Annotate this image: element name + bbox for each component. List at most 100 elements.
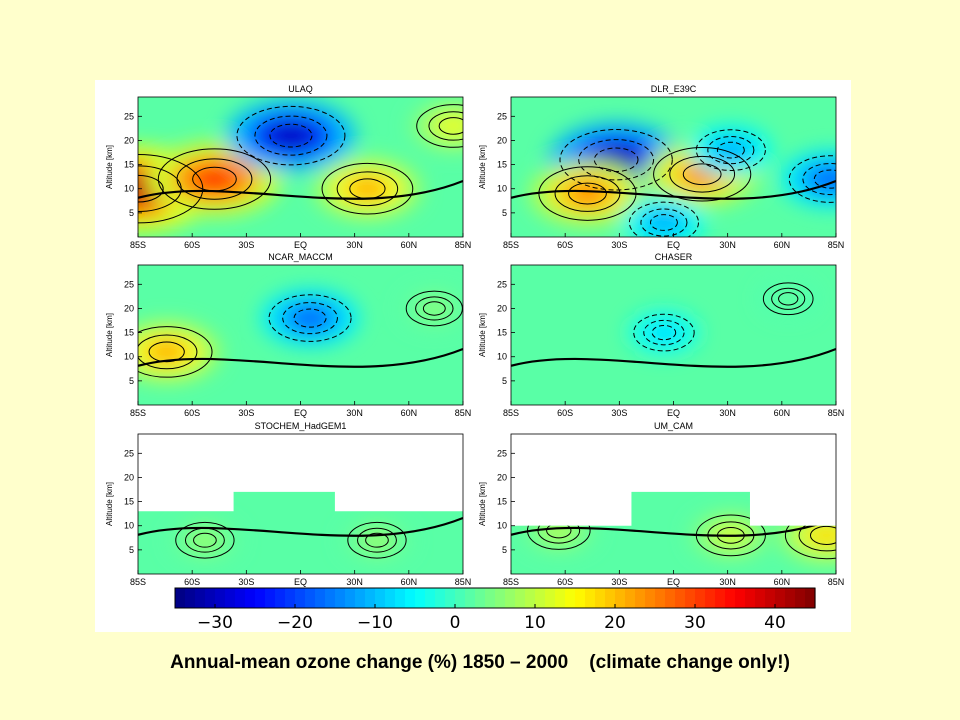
- y-tick-label: 5: [502, 376, 507, 386]
- caption-main: Annual-mean ozone change (%) 1850 – 2000: [170, 652, 569, 673]
- colorbar-tick-label: 40: [764, 613, 786, 632]
- colorbar-cell: [755, 588, 766, 608]
- x-tick-label: 30S: [238, 577, 254, 587]
- colorbar-cell: [345, 588, 356, 608]
- x-tick-label: 60N: [401, 240, 418, 250]
- y-tick-label: 25: [124, 448, 134, 458]
- y-tick-label: 10: [497, 521, 507, 531]
- contour-line: [716, 141, 745, 159]
- x-tick-label: EQ: [667, 408, 680, 418]
- chart-panel: UM_CAM 5 10 15 20 25 Altitude [km] 85S 60S 30S EQ 3…: [478, 421, 845, 587]
- y-axis-label: Altitude [km]: [105, 145, 114, 189]
- x-tick-label: 60S: [557, 240, 573, 250]
- y-tick-label: 20: [124, 472, 134, 482]
- x-tick-label: 85N: [455, 240, 472, 250]
- y-tick-label: 20: [124, 135, 134, 145]
- colorbar-cell: [765, 588, 776, 608]
- colorbar-cell: [635, 588, 646, 608]
- colorbar-cell: [205, 588, 216, 608]
- contour-line: [653, 146, 752, 202]
- y-tick-label: 20: [497, 135, 507, 145]
- colorbar-cell: [595, 588, 606, 608]
- y-tick-label: 5: [129, 208, 134, 218]
- y-tick-label: 15: [497, 160, 507, 170]
- colorbar-cell: [415, 588, 426, 608]
- ozone-field: [138, 491, 463, 574]
- y-tick-label: 10: [124, 521, 134, 531]
- colorbar-cell: [665, 588, 676, 608]
- y-axis-label: Altitude [km]: [478, 482, 487, 526]
- contour-line: [321, 162, 414, 215]
- contour-line: [175, 521, 235, 559]
- colorbar-frame: [174, 587, 816, 609]
- chart-panel: DLR_E39C 5 10 15 20 25 Altitude [km] 85S 60S 30S E…: [478, 84, 844, 250]
- y-tick-label: 10: [124, 184, 134, 194]
- contour-line: [707, 136, 755, 165]
- x-tick-label: 85N: [828, 408, 845, 418]
- contour-line: [428, 111, 463, 141]
- contour-line: [282, 302, 338, 335]
- panel-title: ULAQ: [288, 84, 313, 94]
- contour-line: [405, 290, 463, 327]
- colorbar-cell: [375, 588, 386, 608]
- colorbar-cell: [655, 588, 666, 608]
- ozone-anomaly: [422, 300, 447, 317]
- x-tick-label: 85N: [455, 577, 472, 587]
- contour-line: [415, 296, 454, 321]
- colorbar-cell: [425, 588, 436, 608]
- contour-line: [347, 521, 407, 559]
- contour-line: [193, 532, 217, 548]
- x-tick-label: 60N: [401, 577, 418, 587]
- x-tick-label: 60N: [774, 408, 791, 418]
- y-tick-label: 15: [124, 497, 134, 507]
- contour-line: [236, 105, 346, 166]
- figure-svg: ULAQ 5 10 15 20 25 Altitude [km] 85S 60S 30S EQ 30N…: [105, 84, 845, 632]
- colorbar-cell: [785, 588, 796, 608]
- contour-line: [778, 292, 799, 306]
- colorbar-cell: [545, 588, 556, 608]
- x-tick-label: EQ: [667, 577, 680, 587]
- contour-line: [269, 123, 313, 148]
- zero-contour: [511, 179, 836, 200]
- zero-contour: [138, 347, 463, 368]
- contour-line: [365, 532, 389, 548]
- x-tick-label: 85S: [130, 408, 146, 418]
- contour-line: [336, 171, 399, 207]
- x-tick-label: 60N: [774, 577, 791, 587]
- contour-line: [422, 301, 446, 316]
- ozone-anomaly: [777, 291, 799, 306]
- colorbar-cell: [235, 588, 246, 608]
- contour-line: [643, 319, 685, 346]
- contour-line: [762, 282, 814, 316]
- colorbar-cell: [175, 588, 186, 608]
- contour-line: [802, 163, 836, 196]
- x-tick-label: 30N: [346, 577, 363, 587]
- contour-line: [138, 174, 164, 203]
- colorbar-cell: [725, 588, 736, 608]
- x-tick-label: 85S: [503, 408, 519, 418]
- ozone-anomaly: [267, 122, 315, 149]
- colorbar-tick-label: −20: [277, 613, 313, 632]
- contour-line: [669, 155, 736, 193]
- colorbar-cell: [455, 588, 466, 608]
- colorbar-cell: [745, 588, 756, 608]
- colorbar-cell: [445, 588, 456, 608]
- y-tick-label: 15: [497, 497, 507, 507]
- chart-panel: STOCHEM_HadGEM1 5 10 15 20 25 Altitude [km] 85S…: [105, 421, 471, 587]
- x-tick-label: 30N: [719, 577, 736, 587]
- y-tick-label: 15: [124, 160, 134, 170]
- x-tick-label: 85N: [828, 577, 845, 587]
- contour-line: [578, 139, 655, 181]
- colorbar-cell: [645, 588, 656, 608]
- panel-title: DLR_E39C: [651, 84, 697, 94]
- contour-line: [788, 155, 836, 203]
- colorbar-cell: [775, 588, 786, 608]
- colorbar-cell: [335, 588, 346, 608]
- ozone-anomaly: [650, 324, 678, 341]
- y-tick-label: 20: [497, 472, 507, 482]
- contour-line: [628, 201, 699, 237]
- x-tick-label: 30S: [611, 408, 627, 418]
- contour-line: [771, 287, 806, 310]
- y-tick-label: 25: [497, 279, 507, 289]
- caption: Annual-mean ozone change (%) 1850 – 2000…: [0, 652, 960, 674]
